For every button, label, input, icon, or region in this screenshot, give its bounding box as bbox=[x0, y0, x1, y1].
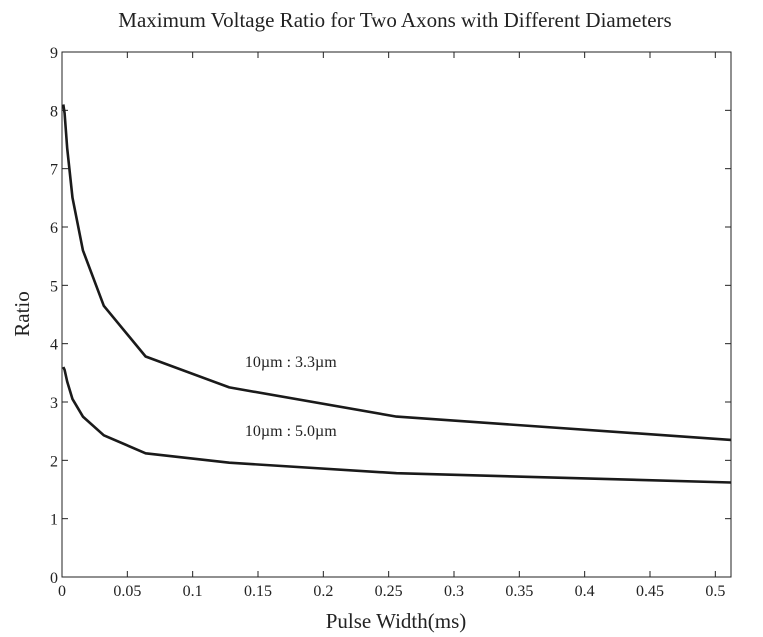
y-axis: 0 1 2 3 4 5 6 7 8 9 bbox=[50, 45, 731, 587]
series-layer bbox=[62, 104, 732, 484]
annotation-layer: 10µm : 3.3µm 10µm : 5.0µm bbox=[245, 354, 337, 440]
y-tick-label: 9 bbox=[50, 45, 58, 62]
y-tick-label: 6 bbox=[50, 220, 58, 237]
y-tick-label: 7 bbox=[50, 162, 58, 179]
y-tick-label: 0 bbox=[50, 570, 58, 587]
series-annotation-2: 10µm : 5.0µm bbox=[245, 423, 337, 440]
series-line-1 bbox=[62, 104, 732, 442]
x-tick-label: 0.1 bbox=[183, 583, 203, 600]
plot-frame bbox=[61, 51, 732, 578]
y-tick-label: 2 bbox=[50, 453, 58, 470]
chart-title: Maximum Voltage Ratio for Two Axons with… bbox=[118, 8, 671, 32]
y-tick-label: 8 bbox=[50, 103, 58, 120]
x-axis-label: Pulse Width(ms) bbox=[326, 609, 467, 633]
x-tick-label: 0.45 bbox=[636, 583, 664, 600]
y-tick-label: 4 bbox=[50, 337, 58, 354]
x-tick-label: 0 bbox=[58, 583, 66, 600]
x-axis: 0 0.05 0.1 0.15 0.2 0.25 0.3 0.35 0.4 0.45 0.5 bbox=[58, 52, 725, 600]
x-tick-label: 0.4 bbox=[575, 583, 595, 600]
x-tick-label: 0.05 bbox=[113, 583, 141, 600]
y-tick-label: 1 bbox=[50, 512, 58, 529]
x-tick-label: 0.3 bbox=[444, 583, 464, 600]
series-line-2 bbox=[62, 366, 732, 484]
x-tick-label: 0.5 bbox=[705, 583, 725, 600]
x-tick-label: 0.15 bbox=[244, 583, 272, 600]
x-tick-label: 0.2 bbox=[313, 583, 333, 600]
x-tick-label: 0.25 bbox=[375, 583, 403, 600]
y-tick-label: 5 bbox=[50, 278, 58, 295]
y-axis-label: Ratio bbox=[10, 291, 34, 337]
y-tick-label: 3 bbox=[50, 395, 58, 412]
series-annotation-1: 10µm : 3.3µm bbox=[245, 354, 337, 371]
x-tick-label: 0.35 bbox=[505, 583, 533, 600]
